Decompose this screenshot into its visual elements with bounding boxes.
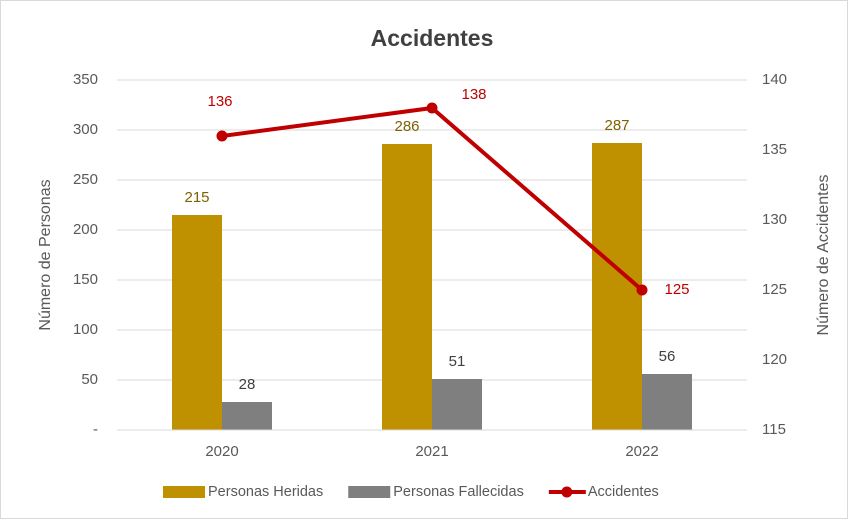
- y2-axis-label: Número de Accidentes: [815, 175, 832, 336]
- y-tick-label: -: [93, 421, 98, 438]
- data-label: 286: [394, 118, 419, 135]
- legend-label: Personas Fallecidas: [393, 484, 524, 500]
- data-label: 51: [449, 353, 466, 370]
- chart-title: Accidentes: [371, 25, 494, 51]
- y-tick-label: 150: [73, 271, 98, 288]
- bar: [642, 374, 692, 430]
- y2-tick-label: 125: [762, 281, 787, 298]
- y-axis-label: Número de Personas: [37, 179, 54, 330]
- y2-tick-label: 135: [762, 141, 787, 158]
- data-label: 215: [184, 189, 209, 206]
- y-tick-label: 300: [73, 121, 98, 138]
- y2-tick-label: 120: [762, 351, 787, 368]
- data-label: 56: [659, 348, 676, 365]
- x-tick-label: 2021: [415, 443, 448, 460]
- bar: [382, 144, 432, 430]
- y-tick-label: 50: [81, 371, 98, 388]
- legend-swatch: [561, 486, 573, 498]
- data-label: 136: [207, 93, 232, 110]
- legend-swatch: [348, 486, 391, 498]
- data-label: 287: [604, 117, 629, 134]
- y2-tick-label: 130: [762, 211, 787, 228]
- y-tick-label: 100: [73, 321, 98, 338]
- bar: [222, 402, 272, 430]
- line-point: [216, 130, 228, 142]
- bar: [172, 215, 222, 430]
- y2-tick-label: 115: [762, 421, 786, 438]
- data-label: 138: [461, 86, 486, 103]
- x-tick-label: 2022: [625, 443, 658, 460]
- legend-swatch: [163, 486, 205, 498]
- y-tick-label: 250: [73, 171, 98, 188]
- bar: [592, 143, 642, 430]
- line-point: [426, 102, 438, 114]
- legend-label: Personas Heridas: [208, 484, 323, 500]
- y-tick-label: 350: [73, 71, 98, 88]
- y-tick-label: 200: [73, 221, 98, 238]
- x-tick-label: 2020: [205, 443, 238, 460]
- line-point: [636, 284, 648, 296]
- data-label: 125: [664, 281, 689, 298]
- y2-tick-label: 140: [762, 71, 787, 88]
- data-label: 28: [239, 376, 256, 393]
- legend-label: Accidentes: [588, 484, 659, 500]
- bar: [432, 379, 482, 430]
